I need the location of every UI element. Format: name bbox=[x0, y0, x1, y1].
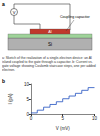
svg-text:5: 5 bbox=[61, 116, 64, 121]
svg-text:Coupling capacitor: Coupling capacitor bbox=[60, 15, 91, 19]
svg-text:0: 0 bbox=[30, 116, 33, 121]
svg-text:Al: Al bbox=[48, 30, 52, 34]
svg-text:10: 10 bbox=[92, 116, 98, 121]
svg-text:Si: Si bbox=[48, 42, 52, 47]
svg-text:a: a bbox=[2, 1, 5, 7]
svg-text:0: 0 bbox=[26, 111, 29, 117]
html-text:a: Sketch of the realization o: a: Sketch of the realization of a single… bbox=[2, 56, 96, 73]
html-text:b: b bbox=[2, 78, 6, 84]
svg-text:I (pA): I (pA) bbox=[8, 93, 13, 105]
svg-text:10: 10 bbox=[24, 82, 30, 87]
svg-text:5: 5 bbox=[26, 97, 29, 102]
svg-text:V: V bbox=[13, 10, 16, 15]
svg-text:V (mV): V (mV) bbox=[56, 126, 71, 131]
